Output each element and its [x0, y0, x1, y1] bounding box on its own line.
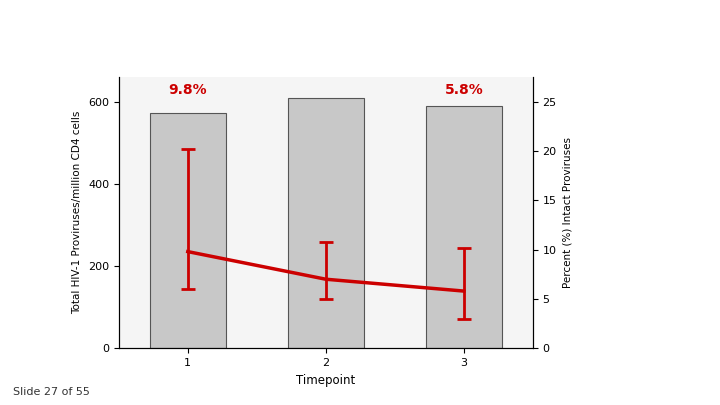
Y-axis label: Percent (%) Intact Proviruses: Percent (%) Intact Proviruses: [562, 137, 572, 288]
Text: Slide 27 of 55: Slide 27 of 55: [13, 387, 90, 397]
Bar: [288, 98, 364, 348]
Text: Fraction of Intact Proviruses Decreases Over Time on ART: Fraction of Intact Proviruses Decreases …: [11, 22, 553, 40]
Text: 9.8%: 9.8%: [168, 83, 207, 97]
Bar: [150, 113, 226, 348]
Bar: [426, 106, 502, 348]
Text: 5.8%: 5.8%: [444, 83, 483, 97]
Y-axis label: Total HIV-1 Proviruses/million CD4 cells: Total HIV-1 Proviruses/million CD4 cells: [73, 111, 82, 314]
X-axis label: Timepoint: Timepoint: [296, 373, 356, 387]
